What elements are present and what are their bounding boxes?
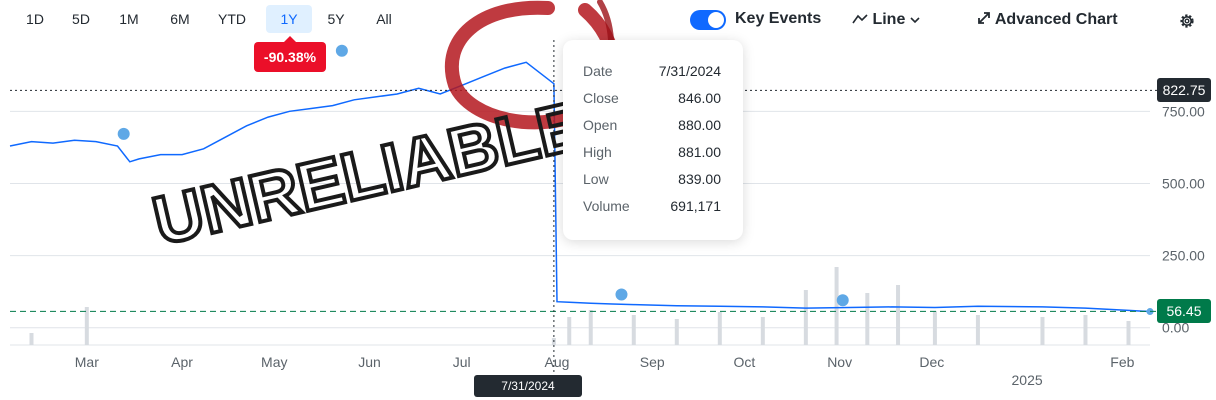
y-tick-label: 500.00 xyxy=(1162,175,1205,191)
x-tick-label: Mar xyxy=(75,354,99,370)
x-tick-label: Feb xyxy=(1110,354,1134,370)
range-button-5d[interactable]: 5D xyxy=(72,11,90,27)
advanced-chart-label: Advanced Chart xyxy=(994,11,1118,28)
chevron-down-icon xyxy=(910,17,920,24)
advanced-chart-button[interactable]: Advanced Chart xyxy=(977,6,1118,34)
volume-bar xyxy=(1083,315,1088,345)
tooltip-label: Close xyxy=(583,90,619,106)
volume-bar xyxy=(1040,317,1045,345)
tooltip-row-volume: Volume 691,171 xyxy=(583,198,721,218)
range-button-6m[interactable]: 6M xyxy=(170,11,190,27)
volume-bar xyxy=(865,293,870,345)
tooltip-row-open: Open 880.00 xyxy=(583,117,721,137)
tooltip-row-close: Close 846.00 xyxy=(583,90,721,110)
price-tooltip: Date 7/31/2024 Close 846.00 Open 880.00 High 88… xyxy=(563,40,743,240)
chart-type-label: Line xyxy=(872,11,906,28)
volume-bar xyxy=(834,267,839,345)
x-tick-label: Sep xyxy=(640,354,665,370)
tooltip-value: 881.00 xyxy=(678,144,721,160)
annotation-text: UNRELIABLE xyxy=(146,87,590,260)
range-button-all[interactable]: All xyxy=(376,11,392,27)
expand-arrows-icon xyxy=(978,12,990,24)
volume-bar xyxy=(896,285,901,345)
volume-bar xyxy=(975,315,980,345)
key-events-label: Key Events xyxy=(735,10,822,27)
volume-bar xyxy=(717,312,722,345)
tooltip-label: Open xyxy=(583,117,618,133)
tooltip-value: 839.00 xyxy=(678,171,721,187)
key-event-marker xyxy=(836,294,849,307)
x-tick-label: May xyxy=(261,354,287,370)
volume-bar xyxy=(760,317,765,345)
tooltip-row-low: Low 839.00 xyxy=(583,171,721,191)
hover-date-tag: 7/31/2024 xyxy=(474,375,582,397)
x-tick-label: Dec xyxy=(919,354,944,370)
volume-bar xyxy=(551,338,556,345)
x-tick-label: Oct xyxy=(734,354,756,370)
tooltip-value: 691,171 xyxy=(670,198,721,214)
x-tick-label: Nov xyxy=(827,354,852,370)
chart-type-button[interactable]: Line xyxy=(852,6,920,34)
volume-bar xyxy=(29,333,34,345)
volume-bar xyxy=(1126,321,1131,345)
volume-bar xyxy=(631,315,636,345)
tooltip-value: 846.00 xyxy=(678,90,721,106)
x-tick-label: Apr xyxy=(171,354,193,370)
gear-icon[interactable] xyxy=(1178,12,1196,30)
volume-bar xyxy=(588,310,593,345)
volume-bar xyxy=(803,290,808,345)
current-price-tag: 56.45 xyxy=(1157,299,1211,324)
tooltip-label: Low xyxy=(583,171,609,187)
range-button-1y[interactable]: 1Y xyxy=(266,5,312,33)
line-chart-icon xyxy=(852,14,868,24)
range-button-1m[interactable]: 1M xyxy=(119,11,139,27)
key-events-toggle[interactable] xyxy=(690,10,726,30)
year-label: 2025 xyxy=(1012,372,1043,388)
chart-toolbar: 1D 5D 1M 6M YTD 1Y 5Y All Key Events Line Advan… xyxy=(0,0,1216,40)
range-button-5y[interactable]: 5Y xyxy=(327,11,345,27)
volume-bar xyxy=(567,317,572,345)
tooltip-label: Volume xyxy=(583,198,630,214)
tooltip-row-high: High 881.00 xyxy=(583,144,721,164)
y-tick-label: 750.00 xyxy=(1162,103,1205,119)
key-event-marker xyxy=(335,44,348,57)
x-tick-label: Jun xyxy=(358,354,381,370)
y-tick-label: 250.00 xyxy=(1162,248,1205,264)
tooltip-label: Date xyxy=(583,63,613,79)
tooltip-value: 7/31/2024 xyxy=(658,63,721,79)
hover-price-tag: 822.75 xyxy=(1157,78,1211,103)
range-button-ytd[interactable]: YTD xyxy=(218,11,246,27)
volume-bar xyxy=(84,307,89,345)
last-point xyxy=(1146,308,1154,316)
performance-badge: -90.38% xyxy=(254,36,326,72)
tooltip-value: 880.00 xyxy=(678,117,721,133)
range-button-1d[interactable]: 1D xyxy=(26,11,44,27)
tooltip-row-date: Date 7/31/2024 xyxy=(583,63,721,83)
handwritten-annotation: UNRELIABLE xyxy=(144,0,621,262)
toggle-knob xyxy=(708,12,724,28)
key-event-marker xyxy=(615,288,628,301)
tooltip-label: High xyxy=(583,144,612,160)
x-tick-label: Jul xyxy=(453,354,471,370)
volume-bar xyxy=(932,311,937,345)
key-event-marker xyxy=(117,127,130,140)
x-tick-label: Aug xyxy=(544,354,569,370)
volume-bar xyxy=(674,319,679,345)
